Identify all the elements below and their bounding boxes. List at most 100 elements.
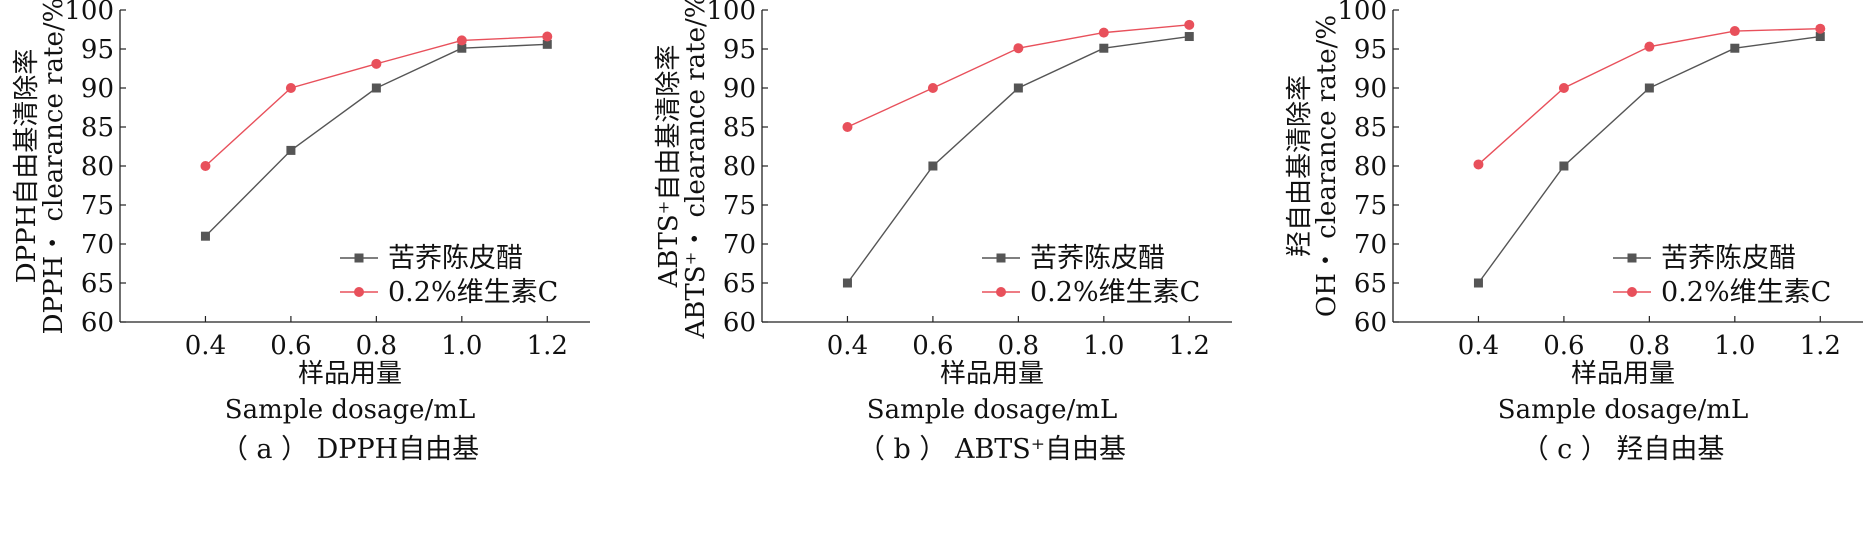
x-tick-label: 0.6 bbox=[1543, 331, 1584, 361]
data-point-circle bbox=[1558, 83, 1569, 93]
y-tick-label: 70 bbox=[1354, 230, 1387, 260]
data-point-circle bbox=[1729, 26, 1740, 37]
x-axis-title-en: Sample dosage/mL bbox=[1498, 395, 1748, 425]
x-tick-label: 0.8 bbox=[998, 331, 1039, 361]
data-point-square bbox=[1184, 32, 1194, 42]
y-tick-label: 60 bbox=[81, 308, 114, 338]
y-tick-label: 60 bbox=[723, 308, 756, 338]
legend-marker-circle bbox=[354, 287, 364, 297]
x-tick-label: 1.0 bbox=[441, 331, 482, 361]
legend-marker-circle bbox=[1627, 287, 1637, 297]
chart-panel-2: 60 65 70 75 80 85 90 95 100 0.4 0.6 0.8 1.0 1.2 样品用量 Sa… bbox=[654, 0, 1232, 465]
y-tick-label: 70 bbox=[81, 230, 114, 260]
x-tick-label: 1.0 bbox=[1083, 331, 1124, 361]
y-tick-label: 95 bbox=[81, 35, 114, 65]
x-tick-label: 1.2 bbox=[1800, 331, 1841, 361]
y-tick-label: 85 bbox=[723, 113, 756, 143]
y-tick-label: 60 bbox=[1354, 308, 1387, 338]
y-tick-label: 95 bbox=[1354, 35, 1387, 65]
panel-caption: （ b ） ABTS⁺自由基 bbox=[858, 434, 1126, 465]
panel-caption: （ a ） DPPH自由基 bbox=[221, 434, 479, 465]
y-tick-label: 75 bbox=[1354, 191, 1387, 221]
series-line-2 bbox=[847, 24, 1190, 128]
data-point-square bbox=[1099, 43, 1109, 53]
y-tick-label: 90 bbox=[1354, 74, 1387, 104]
legend-label-2: 0.2%维生素C bbox=[1030, 277, 1200, 308]
data-point-square bbox=[457, 43, 467, 53]
data-point-square bbox=[1559, 161, 1569, 171]
data-point-square bbox=[286, 145, 296, 155]
x-tick-label: 0.4 bbox=[185, 331, 226, 361]
data-point-square bbox=[1473, 278, 1483, 288]
y-axis-title-cn: DPPH自由基清除率 bbox=[12, 49, 42, 284]
data-point-circle bbox=[1098, 27, 1109, 38]
x-tick-label: 0.6 bbox=[270, 331, 311, 361]
y-tick-label: 65 bbox=[1354, 269, 1387, 299]
y-tick-label: 75 bbox=[81, 191, 114, 221]
y-tick-label: 85 bbox=[81, 113, 114, 143]
y-axis-title-en: DPPH・ clearance rate/% bbox=[39, 0, 69, 334]
y-tick-label: 90 bbox=[723, 74, 756, 104]
y-tick-label: 80 bbox=[723, 152, 756, 182]
x-axis-title-cn: 样品用量 bbox=[1571, 359, 1675, 389]
legend-marker-circle bbox=[996, 287, 1006, 297]
x-tick-label: 0.8 bbox=[1629, 331, 1670, 361]
x-axis-title-en: Sample dosage/mL bbox=[225, 395, 475, 425]
series-line-1 bbox=[204, 43, 548, 237]
x-tick-label: 1.2 bbox=[527, 331, 568, 361]
x-tick-label: 1.0 bbox=[1714, 331, 1755, 361]
x-tick-label: 1.2 bbox=[1169, 331, 1210, 361]
y-tick-label: 100 bbox=[1337, 0, 1387, 26]
y-tick-label: 85 bbox=[1354, 113, 1387, 143]
data-point-square bbox=[1730, 43, 1740, 53]
legend-marker-square bbox=[1627, 253, 1637, 263]
data-point-circle bbox=[927, 83, 938, 93]
x-axis-title-cn: 样品用量 bbox=[298, 359, 402, 389]
data-point-circle bbox=[1473, 159, 1484, 170]
data-point-circle bbox=[285, 83, 296, 93]
data-point-circle bbox=[371, 58, 382, 69]
y-tick-label: 70 bbox=[723, 230, 756, 260]
legend-label-2: 0.2%维生素C bbox=[388, 277, 558, 308]
data-point-square bbox=[542, 39, 552, 49]
data-point-square bbox=[1644, 83, 1654, 93]
y-tick-label: 65 bbox=[81, 269, 114, 299]
chart-panel-3: 60 65 70 75 80 85 90 95 100 0.4 0.6 0.8 1.0 1.2 样品用量 Sa… bbox=[1285, 0, 1863, 465]
data-point-circle bbox=[542, 31, 553, 42]
data-point-circle bbox=[200, 161, 211, 171]
y-tick-label: 100 bbox=[64, 0, 114, 26]
data-point-circle bbox=[456, 35, 467, 46]
data-point-square bbox=[928, 161, 938, 171]
data-point-square bbox=[1815, 32, 1825, 42]
data-point-circle bbox=[1815, 23, 1826, 34]
legend-label-1: 苦荞陈皮醋 bbox=[1661, 243, 1796, 274]
series-line-2 bbox=[204, 35, 548, 167]
data-point-square bbox=[1013, 83, 1023, 93]
y-axis-title-cn: ABTS⁺自由基清除率 bbox=[654, 45, 684, 289]
legend-label-1: 苦荞陈皮醋 bbox=[1030, 243, 1165, 274]
chart-panel-1: 60 65 70 75 80 85 90 95 100 0.4 0.6 0.8 1.0 1.2 样品用量 Sa… bbox=[12, 0, 590, 465]
data-point-circle bbox=[1644, 41, 1655, 52]
y-tick-label: 65 bbox=[723, 269, 756, 299]
data-point-square bbox=[200, 231, 210, 241]
y-tick-label: 100 bbox=[706, 0, 756, 26]
x-tick-label: 0.4 bbox=[1458, 331, 1499, 361]
y-tick-label: 95 bbox=[723, 35, 756, 65]
data-point-square bbox=[842, 278, 852, 288]
legend-label-2: 0.2%维生素C bbox=[1661, 277, 1831, 308]
legend-marker-square bbox=[354, 253, 364, 263]
data-point-circle bbox=[1013, 43, 1024, 54]
y-axis-title-cn: 羟自由基清除率 bbox=[1285, 75, 1315, 257]
y-axis-title-en: ABTS⁺・ clearance rate/% bbox=[681, 0, 711, 339]
x-tick-label: 0.6 bbox=[912, 331, 953, 361]
x-tick-label: 0.4 bbox=[827, 331, 868, 361]
data-point-circle bbox=[842, 122, 853, 132]
x-axis-title-cn: 样品用量 bbox=[940, 359, 1044, 389]
panel-caption: （ c ） 羟自由基 bbox=[1522, 434, 1725, 465]
y-axis-title-en: OH・ clearance rate/% bbox=[1312, 15, 1342, 317]
y-tick-label: 80 bbox=[1354, 152, 1387, 182]
